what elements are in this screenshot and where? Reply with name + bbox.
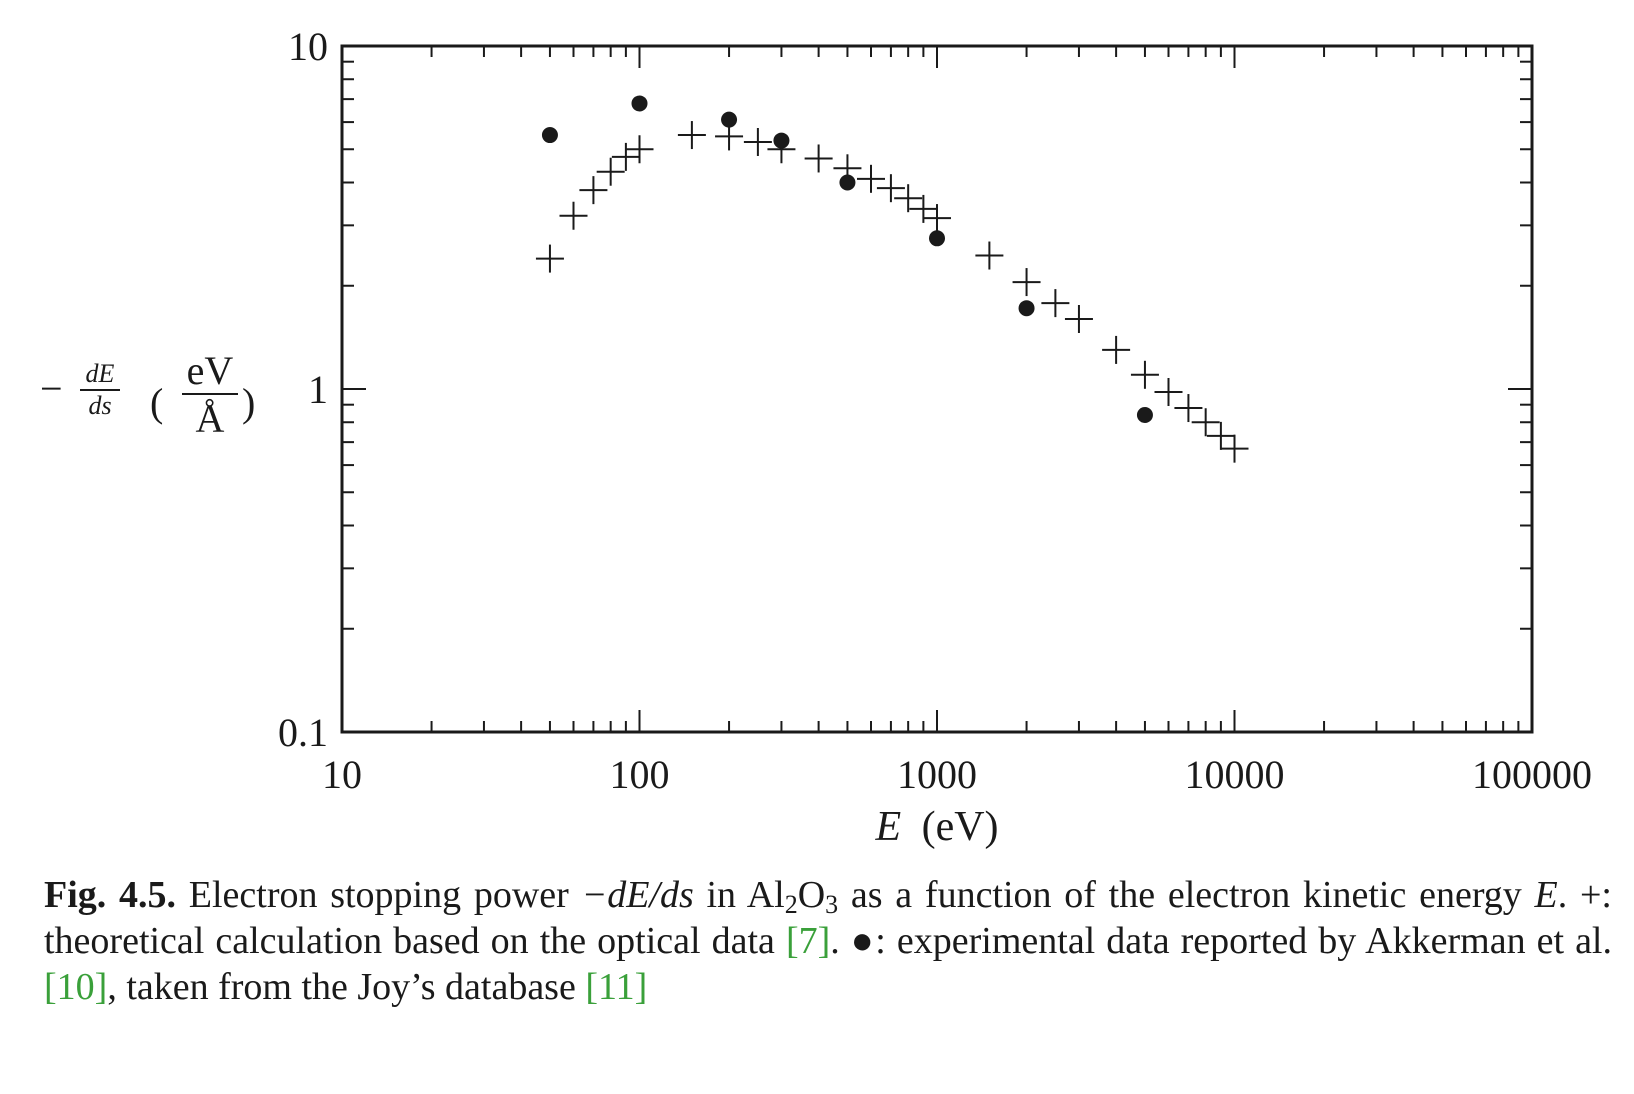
- experiment-point: [929, 230, 945, 247]
- experiment-point: [1018, 300, 1035, 317]
- x-tick-label: 10: [322, 752, 362, 797]
- theory-point: [1102, 335, 1131, 364]
- theory-point: [1174, 394, 1203, 423]
- theory-point: [579, 176, 608, 205]
- caption-math-2: E: [1534, 874, 1558, 916]
- caption-text-6: . ●: experimental data reported by Akker…: [830, 920, 1612, 962]
- theory-point: [857, 164, 885, 193]
- y-axis-open-paren: (: [150, 380, 163, 425]
- theory-point: [535, 244, 564, 273]
- theory-point: [1041, 289, 1070, 318]
- theory-point: [894, 184, 923, 213]
- caption-text-7: , taken from the Joy’s database: [107, 966, 586, 1008]
- caption-ref-7[interactable]: [7]: [785, 920, 831, 962]
- y-axis-den: ds: [88, 391, 111, 420]
- theory-point: [923, 204, 951, 233]
- theory-point: [1064, 304, 1093, 333]
- caption-text-3: O: [797, 874, 826, 916]
- caption-text-1: Electron stopping power: [176, 874, 582, 916]
- caption-ref-11[interactable]: [11]: [585, 966, 648, 1008]
- caption-text-4: as a function of the electron kinetic en…: [838, 874, 1535, 916]
- y-tick-label: 10: [288, 24, 328, 69]
- x-tick-label: 1000: [897, 752, 977, 797]
- experiment-point: [773, 132, 790, 149]
- x-tick-label: 100000: [1472, 752, 1592, 797]
- experiment-point: [839, 174, 856, 191]
- experiment-point: [541, 127, 558, 144]
- theory-point: [559, 201, 588, 230]
- theory-point: [611, 142, 640, 171]
- y-tick-label: 1: [308, 367, 328, 412]
- x-tick-labels: 10 100 1000 10000 100000: [322, 752, 1592, 797]
- y-axis-title: − dE ds ( eV Å ): [40, 348, 255, 441]
- y-axis-minus: −: [40, 366, 63, 411]
- plot-frame: [340, 44, 1534, 734]
- theory-point: [596, 157, 625, 186]
- caption-ref-10[interactable]: [10]: [44, 966, 108, 1008]
- theory-point: [804, 144, 833, 173]
- figure-label: Fig. 4.5.: [44, 874, 177, 916]
- theory-point: [625, 135, 654, 164]
- y-axis-unit-num: eV: [187, 348, 234, 393]
- theory-point: [876, 174, 905, 203]
- y-tick-label: 0.1: [278, 710, 328, 755]
- theory-point: [975, 241, 1004, 270]
- theory-point: [1012, 268, 1041, 297]
- figure-caption: Fig. 4.5. Electron stopping power −dE/ds…: [44, 872, 1612, 1010]
- caption-math-1: −dE/ds: [581, 874, 694, 916]
- x-axis-var: E: [874, 804, 901, 850]
- y-tick-labels: 0.1 1 10: [278, 24, 328, 755]
- caption-text-2: in Al: [693, 874, 785, 916]
- experiment-point: [721, 111, 738, 128]
- caption-sub-2: 3: [825, 890, 839, 919]
- y-axis-unit-den: Å: [196, 396, 225, 441]
- caption-text-5: . +: theoretical calculation based on th…: [44, 874, 1612, 962]
- experiment-point: [631, 95, 648, 112]
- x-tick-label: 100: [610, 752, 670, 797]
- theory-point: [677, 121, 706, 150]
- x-tick-label: 10000: [1185, 752, 1285, 797]
- theory-point: [1206, 421, 1235, 450]
- theory-point: [1130, 360, 1159, 389]
- y-axis-close-paren: ): [242, 380, 255, 425]
- y-axis-num: dE: [86, 359, 115, 388]
- theory-point: [1220, 434, 1249, 463]
- axis-ticks: [342, 46, 1532, 732]
- theory-point: [1191, 408, 1220, 437]
- x-axis-title: E (eV): [874, 804, 998, 850]
- caption-sub-1: 2: [784, 890, 798, 919]
- experiment-point: [1136, 406, 1153, 423]
- theory-point: [743, 127, 772, 156]
- x-axis-unit: (eV): [922, 804, 999, 850]
- experiment-series: [541, 95, 1153, 423]
- theory-point: [1154, 378, 1183, 407]
